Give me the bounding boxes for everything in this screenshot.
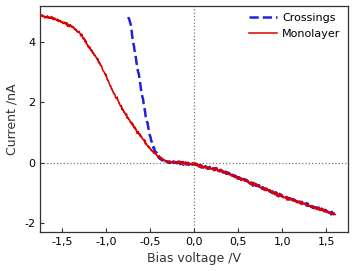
Crossings bbox=[224, 172, 229, 175]
Y-axis label: Current /nA: Current /nA bbox=[6, 83, 18, 154]
Legend: Crossings, Monolayer: Crossings, Monolayer bbox=[245, 9, 345, 43]
Crossings bbox=[126, 15, 130, 19]
Crossings bbox=[333, 213, 337, 216]
Monolayer bbox=[226, 172, 230, 175]
Crossings bbox=[332, 213, 337, 216]
Monolayer bbox=[331, 213, 335, 216]
Crossings bbox=[328, 211, 332, 214]
Crossings bbox=[249, 183, 253, 186]
Crossings bbox=[296, 199, 300, 202]
Crossings bbox=[238, 177, 242, 180]
Monolayer bbox=[217, 170, 222, 173]
X-axis label: Bias voltage /V: Bias voltage /V bbox=[147, 253, 241, 265]
Line: Monolayer: Monolayer bbox=[40, 15, 335, 215]
Crossings bbox=[225, 171, 230, 174]
Monolayer bbox=[38, 14, 42, 17]
Monolayer bbox=[333, 213, 337, 216]
Monolayer bbox=[292, 199, 297, 202]
Line: Crossings: Crossings bbox=[128, 17, 335, 214]
Monolayer bbox=[39, 13, 43, 17]
Monolayer bbox=[56, 18, 61, 22]
Monolayer bbox=[210, 167, 214, 170]
Monolayer bbox=[262, 188, 267, 192]
